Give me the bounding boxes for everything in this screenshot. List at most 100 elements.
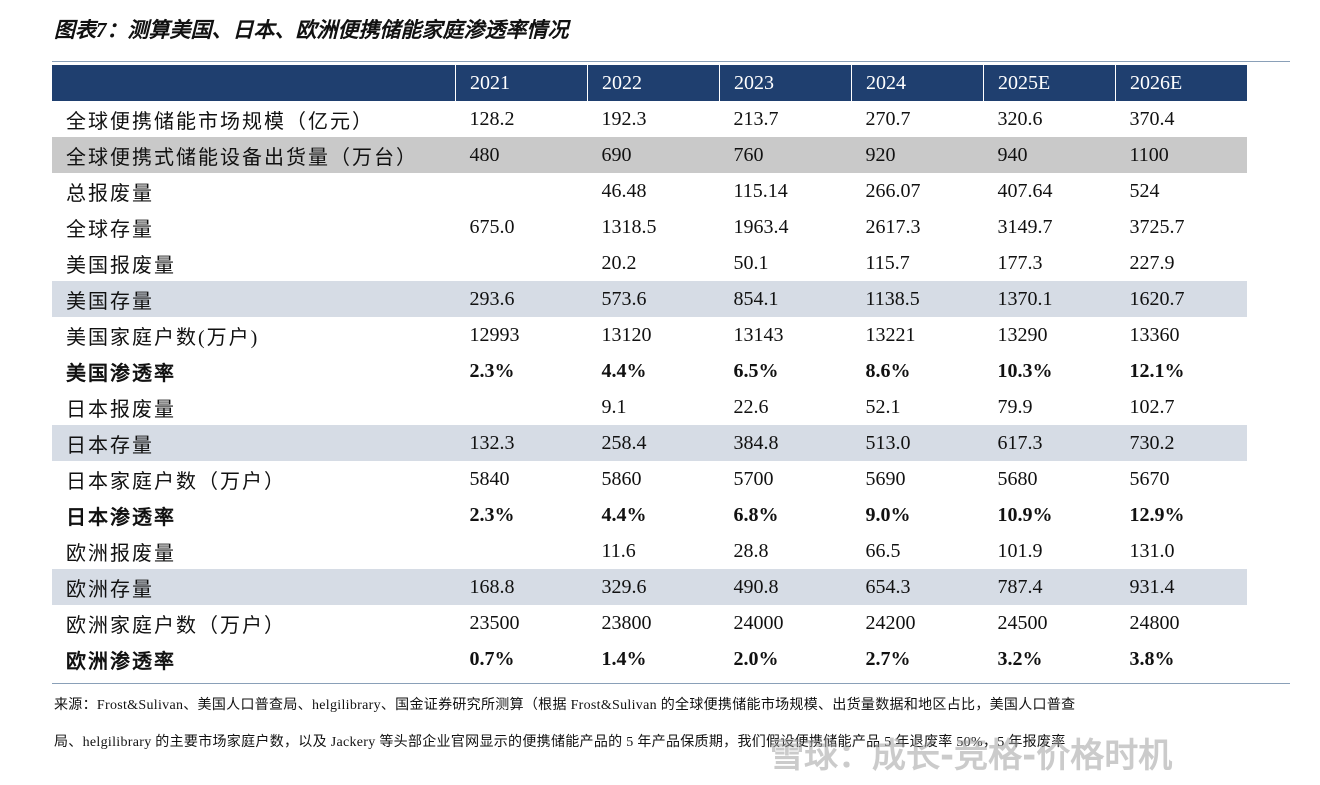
cell: 22.6: [733, 395, 769, 418]
cell: 787.4: [983, 569, 1116, 605]
cell: 266.07: [865, 179, 921, 202]
cell: 102.7: [1129, 395, 1175, 418]
cell: [456, 533, 588, 569]
cell: 192.3: [601, 107, 647, 130]
cell: 23800: [601, 611, 652, 634]
cell: 480: [455, 137, 588, 173]
cell: 50.1: [733, 251, 769, 274]
cell: 128.2: [469, 107, 515, 130]
table-row: 美国报废量 20.2 50.1 115.7 177.3 227.9: [52, 245, 1247, 281]
cell: 1138.5: [851, 281, 984, 317]
cell: 213.7: [733, 107, 779, 130]
cell: 11.6: [601, 539, 636, 562]
cell: 115.7: [865, 251, 910, 274]
header-cell: [52, 65, 456, 101]
row-label: 日本报废量: [66, 398, 176, 421]
cell: 407.64: [997, 179, 1053, 202]
cell: 28.8: [733, 539, 769, 562]
cell: 270.7: [865, 107, 911, 130]
cell: 675.0: [469, 215, 515, 238]
cell: 24500: [997, 611, 1048, 634]
row-label: 全球存量: [66, 218, 154, 241]
cell: 5690: [865, 467, 906, 490]
cell: 690: [587, 137, 720, 173]
data-table: 2021 2022 2023 2024 2025E 2026E 全球便携储能市场规模（亿元）…: [52, 65, 1247, 677]
row-label: 美国家庭户数(万户): [66, 326, 260, 349]
cell: 5840: [469, 467, 510, 490]
table-row: 美国家庭户数(万户) 12993 13120 13143 13221 13290 13360: [52, 317, 1247, 353]
row-label: 总报废量: [66, 182, 154, 205]
cell: 2.3%: [469, 503, 515, 526]
cell: 101.9: [997, 539, 1043, 562]
table-row: 欧洲渗透率 0.7% 1.4% 2.0% 2.7% 3.2% 3.8%: [52, 641, 1247, 677]
cell: 2.0%: [733, 647, 779, 670]
table-row: 欧洲家庭户数（万户） 23500 23800 24000 24200 24500 24800: [52, 605, 1247, 641]
cell: 8.6%: [865, 359, 911, 382]
table-row: 总报废量 46.48 115.14 266.07 407.64 524: [52, 173, 1247, 209]
cell: 2.7%: [865, 647, 911, 670]
cell: 854.1: [719, 281, 852, 317]
source-note: 局、helgilibrary 的主要市场家庭户数，以及 Jackery 等头部企…: [54, 735, 1066, 750]
cell: 9.0%: [865, 503, 911, 526]
row-label: 美国报废量: [66, 254, 176, 277]
cell: 13120: [601, 323, 652, 346]
table-row: 美国渗透率 2.3% 4.4% 6.5% 8.6% 10.3% 12.1%: [52, 353, 1247, 389]
row-label: 欧洲存量: [52, 569, 456, 605]
cell: 1100: [1115, 137, 1247, 173]
row-label: 美国存量: [52, 281, 456, 317]
cell: 5680: [997, 467, 1038, 490]
table-row: 全球便携式储能设备出货量（万台） 480 690 760 920 940 1100: [52, 137, 1247, 173]
cell: 258.4: [587, 425, 720, 461]
header-cell: 2025E: [983, 65, 1116, 101]
cell: 573.6: [587, 281, 720, 317]
header-cell: 2023: [719, 65, 852, 101]
cell: 654.3: [851, 569, 984, 605]
cell: 384.8: [719, 425, 852, 461]
table-row: 欧洲存量 168.8 329.6 490.8 654.3 787.4 931.4: [52, 569, 1247, 605]
cell: 329.6: [587, 569, 720, 605]
cell: 9.1: [601, 395, 627, 418]
cell: [456, 389, 588, 425]
cell: 24800: [1129, 611, 1180, 634]
header-cell: 2026E: [1115, 65, 1247, 101]
table-row: 日本存量 132.3 258.4 384.8 513.0 617.3 730.2: [52, 425, 1247, 461]
cell: 66.5: [865, 539, 901, 562]
cell: 131.0: [1129, 539, 1175, 562]
cell: 115.14: [733, 179, 788, 202]
cell: 920: [851, 137, 984, 173]
table-row: 全球便携储能市场规模（亿元） 128.2 192.3 213.7 270.7 320.6 3…: [52, 101, 1247, 137]
row-label: 日本家庭户数（万户）: [66, 470, 286, 493]
cell: 79.9: [997, 395, 1033, 418]
watermark: 雪球：成长-竞格-价格时机: [770, 736, 1173, 776]
figure-title: 图表7：测算美国、日本、欧洲便携储能家庭渗透率情况: [54, 18, 569, 42]
cell: 12.9%: [1129, 503, 1185, 526]
row-label: 欧洲渗透率: [66, 650, 176, 673]
cell: 370.4: [1129, 107, 1175, 130]
cell: 5700: [733, 467, 774, 490]
row-label: 全球便携储能市场规模（亿元）: [66, 110, 374, 133]
cell: 3.8%: [1129, 647, 1175, 670]
header-cell: 2021: [455, 65, 588, 101]
row-label: 日本存量: [52, 425, 456, 461]
cell: 3.2%: [997, 647, 1043, 670]
cell: 23500: [469, 611, 520, 634]
cell: 1963.4: [733, 215, 789, 238]
cell: 177.3: [997, 251, 1043, 274]
cell: 1370.1: [983, 281, 1116, 317]
cell: 13360: [1129, 323, 1180, 346]
cell: 490.8: [719, 569, 852, 605]
cell: 24200: [865, 611, 916, 634]
cell: 0.7%: [469, 647, 515, 670]
cell: 524: [1129, 179, 1160, 202]
cell: 13143: [733, 323, 784, 346]
cell: 760: [719, 137, 852, 173]
cell: 132.3: [455, 425, 588, 461]
top-rule: [52, 61, 1290, 62]
cell: 6.5%: [733, 359, 779, 382]
row-label: 全球便携式储能设备出货量（万台）: [52, 137, 456, 173]
cell: 320.6: [997, 107, 1043, 130]
cell: 1.4%: [601, 647, 647, 670]
cell: 10.9%: [997, 503, 1053, 526]
source-note: 来源：Frost&Sulivan、美国人口普查局、helgilibrary、国金…: [54, 698, 1076, 713]
